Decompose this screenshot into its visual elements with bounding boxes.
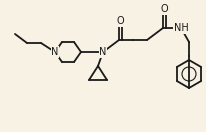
Text: O: O <box>160 4 168 14</box>
Text: N: N <box>99 47 107 57</box>
Text: N: N <box>51 47 59 57</box>
Text: NH: NH <box>174 23 188 33</box>
Text: O: O <box>116 16 124 26</box>
